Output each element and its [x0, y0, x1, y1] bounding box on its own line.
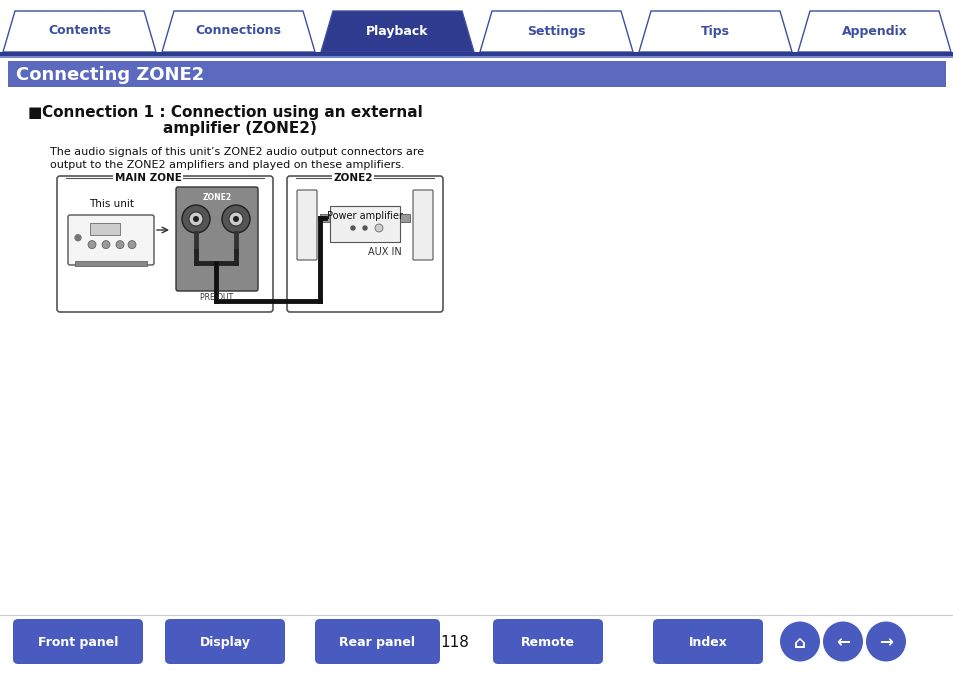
Polygon shape [162, 11, 314, 52]
Text: ⌂: ⌂ [793, 633, 805, 651]
Text: MAIN ZONE: MAIN ZONE [114, 173, 181, 183]
Polygon shape [479, 11, 633, 52]
Text: Display: Display [199, 636, 251, 649]
Circle shape [75, 235, 81, 241]
Bar [75, 261, 147, 266]
Bar [8, 61, 945, 87]
Circle shape [822, 621, 862, 662]
FancyBboxPatch shape [413, 190, 433, 260]
Polygon shape [797, 11, 950, 52]
FancyBboxPatch shape [287, 176, 442, 312]
Circle shape [351, 226, 355, 230]
Text: AUX IN: AUX IN [368, 247, 401, 257]
FancyBboxPatch shape [296, 190, 316, 260]
Text: Settings: Settings [527, 24, 585, 38]
FancyBboxPatch shape [330, 206, 399, 242]
FancyBboxPatch shape [175, 187, 257, 291]
Text: ←: ← [835, 633, 849, 651]
Text: The audio signals of this unit’s ZONE2 audio output connectors are: The audio signals of this unit’s ZONE2 a… [50, 147, 424, 157]
Bar [0, 56, 953, 57]
Bar [90, 223, 120, 235]
Text: ZONE2: ZONE2 [202, 192, 232, 201]
Circle shape [193, 216, 199, 222]
Circle shape [182, 205, 210, 233]
Polygon shape [320, 11, 474, 52]
Circle shape [189, 212, 203, 226]
Circle shape [375, 224, 382, 232]
Text: →: → [878, 633, 892, 651]
Circle shape [363, 226, 367, 230]
Text: 118: 118 [440, 635, 469, 650]
FancyBboxPatch shape [13, 619, 143, 664]
Text: Appendix: Appendix [841, 24, 906, 38]
Bar [319, 214, 330, 222]
Circle shape [116, 241, 124, 248]
Text: Rear panel: Rear panel [339, 636, 416, 649]
Text: Connecting ZONE2: Connecting ZONE2 [16, 66, 204, 84]
Circle shape [222, 205, 250, 233]
Circle shape [88, 241, 96, 248]
Text: ■: ■ [28, 105, 42, 120]
Bar [0, 52, 953, 56]
Text: Connections: Connections [195, 24, 281, 38]
Text: PRE OUT: PRE OUT [200, 293, 233, 302]
Text: Power amplifier: Power amplifier [327, 211, 402, 221]
Polygon shape [639, 11, 791, 52]
Text: Connection 1 : Connection using an external: Connection 1 : Connection using an exter… [42, 105, 422, 120]
Text: Playback: Playback [366, 24, 428, 38]
Circle shape [102, 241, 110, 248]
FancyBboxPatch shape [57, 176, 273, 312]
FancyBboxPatch shape [165, 619, 285, 664]
Circle shape [229, 212, 243, 226]
Text: Tips: Tips [700, 24, 729, 38]
FancyBboxPatch shape [68, 215, 153, 265]
FancyBboxPatch shape [493, 619, 602, 664]
Circle shape [865, 621, 905, 662]
Text: Remote: Remote [520, 636, 575, 649]
Circle shape [233, 216, 239, 222]
Text: This unit: This unit [90, 199, 134, 209]
Text: Contents: Contents [48, 24, 111, 38]
Text: output to the ZONE2 amplifiers and played on these amplifiers.: output to the ZONE2 amplifiers and playe… [50, 160, 404, 170]
Circle shape [780, 621, 820, 662]
Bar [399, 214, 410, 222]
Text: Index: Index [688, 636, 727, 649]
FancyBboxPatch shape [652, 619, 762, 664]
Text: amplifier (ZONE2): amplifier (ZONE2) [163, 121, 316, 136]
FancyBboxPatch shape [314, 619, 439, 664]
Text: Front panel: Front panel [38, 636, 118, 649]
Circle shape [128, 241, 136, 248]
Polygon shape [3, 11, 156, 52]
Text: ZONE2: ZONE2 [333, 173, 373, 183]
